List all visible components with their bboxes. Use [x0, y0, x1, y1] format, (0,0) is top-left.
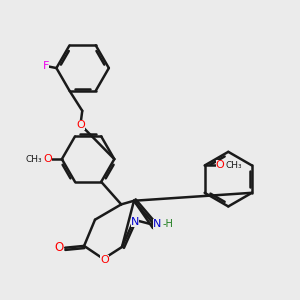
Text: N: N: [131, 217, 139, 226]
Text: O: O: [54, 241, 63, 254]
Text: O: O: [44, 154, 52, 164]
Text: CH₃: CH₃: [226, 161, 242, 170]
Text: -H: -H: [162, 219, 173, 230]
Text: O: O: [216, 160, 224, 170]
Text: N: N: [153, 219, 161, 230]
Text: CH₃: CH₃: [26, 154, 43, 164]
Text: F: F: [43, 61, 50, 71]
Text: O: O: [76, 120, 85, 130]
Text: O: O: [100, 256, 109, 266]
